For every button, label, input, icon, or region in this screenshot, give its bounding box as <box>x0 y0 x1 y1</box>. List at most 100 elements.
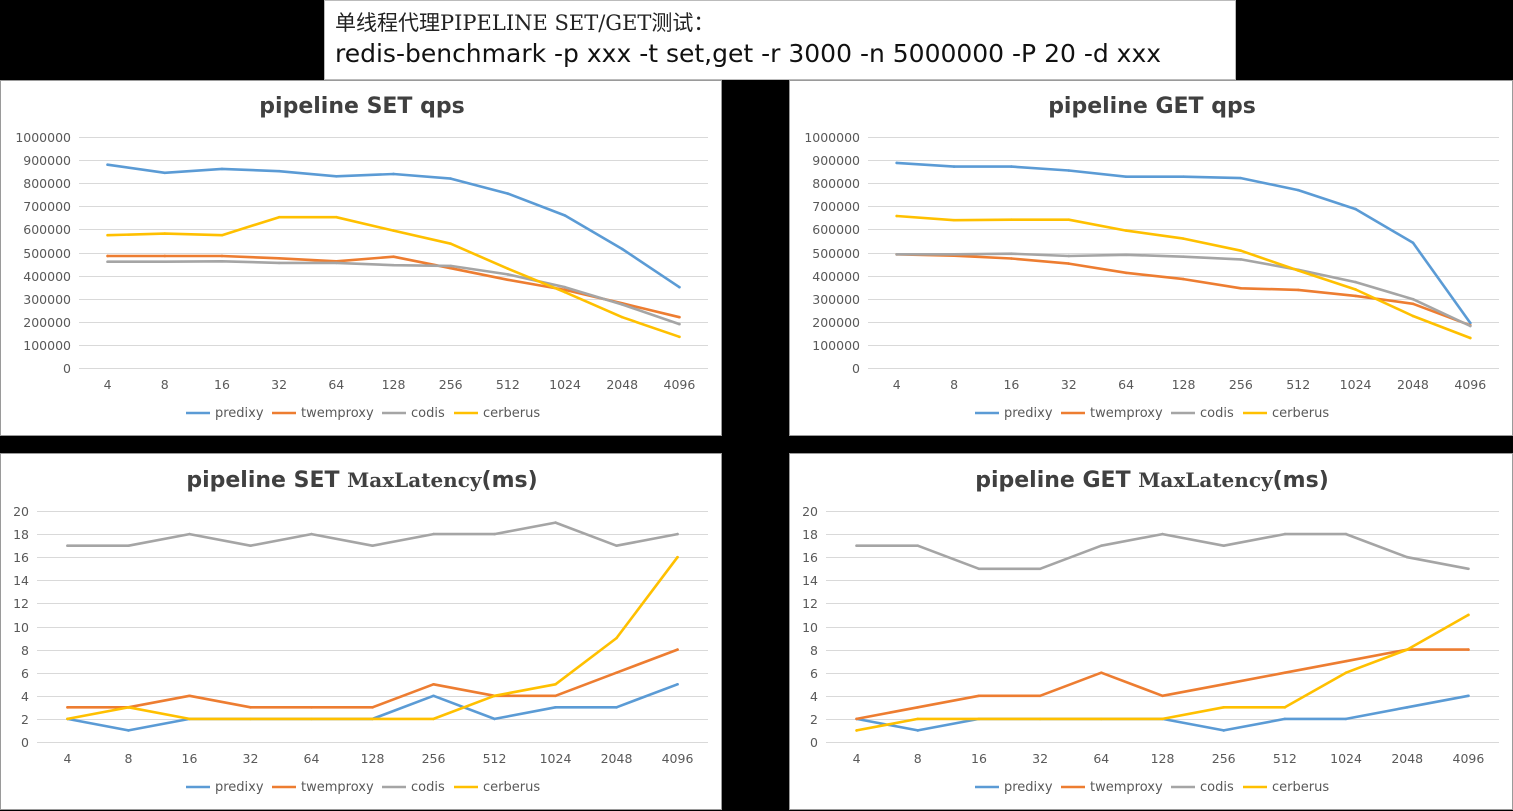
data-point <box>1010 257 1013 260</box>
x-tick-label: 32 <box>1061 377 1077 392</box>
y-tick-label: 200000 <box>23 315 71 330</box>
data-point <box>554 706 557 709</box>
y-tick-label: 12 <box>13 596 29 611</box>
series-codis <box>855 532 1470 571</box>
header-box: 单线程代理PIPELINE SET/GET测试： redis-benchmark… <box>324 0 1236 80</box>
data-point <box>1067 254 1071 258</box>
data-point <box>1467 694 1470 698</box>
data-point <box>895 253 898 256</box>
x-tick-label: 16 <box>214 377 230 392</box>
data-point <box>1222 682 1225 686</box>
data-point <box>449 242 452 246</box>
series-line-codis <box>895 252 1472 328</box>
data-point <box>249 544 252 547</box>
x-tick-label: 16 <box>182 751 198 766</box>
data-point <box>1124 271 1128 275</box>
data-point <box>432 694 435 698</box>
series-twemproxy <box>855 648 1470 721</box>
y-tick-label: 10 <box>802 620 818 635</box>
series-twemproxy <box>106 254 681 319</box>
series-codis <box>106 259 681 326</box>
series-twemproxy <box>66 648 679 709</box>
y-tick-label: 300000 <box>812 292 860 307</box>
data-point <box>1182 255 1185 258</box>
chart-svg: pipeline GET qps 0 100000 200000 300000 40000… <box>804 94 1499 421</box>
data-point <box>676 532 679 536</box>
data-point <box>1222 706 1225 709</box>
y-tick-label: 600000 <box>812 222 860 237</box>
legend-label-predixy: predixy <box>215 406 264 421</box>
x-tick-label: 1024 <box>1340 377 1372 392</box>
data-point <box>952 253 956 256</box>
legend-label-cerberus: cerberus <box>483 780 540 795</box>
data-point <box>855 544 858 547</box>
data-point <box>432 532 435 536</box>
data-point <box>506 192 510 195</box>
data-point <box>1010 218 1013 221</box>
chart-svg: pipeline SET qps 0 100000 200000 300000 40000… <box>15 94 708 421</box>
data-point <box>916 544 920 547</box>
data-point <box>620 247 624 251</box>
x-tick-label: 256 <box>1212 751 1236 766</box>
x-tick-label: 4096 <box>1453 751 1485 766</box>
data-point <box>1182 175 1185 179</box>
y-tick-label: 18 <box>13 527 29 542</box>
data-point <box>678 315 681 319</box>
data-point <box>620 315 624 319</box>
data-point <box>615 671 618 674</box>
y-tick-label: 600000 <box>23 222 71 237</box>
x-tick-label: 128 <box>382 377 406 392</box>
series-cerberus <box>895 214 1472 340</box>
legend-label-cerberus: cerberus <box>483 406 540 421</box>
y-tick-label: 18 <box>802 527 818 542</box>
data-point <box>916 706 920 709</box>
data-point <box>310 706 313 709</box>
y-tick-label: 4 <box>810 689 818 704</box>
y-tick-label: 8 <box>21 643 29 658</box>
y-tick-label: 4 <box>21 689 29 704</box>
data-point <box>106 260 109 264</box>
y-tick-label: 800000 <box>23 176 71 191</box>
data-point <box>1296 188 1300 192</box>
data-point <box>1239 249 1243 252</box>
data-point <box>678 322 681 326</box>
x-tick-label: 128 <box>361 751 385 766</box>
data-point <box>977 717 981 721</box>
series-codis <box>895 252 1472 328</box>
x-tick-label: 1024 <box>549 377 581 392</box>
data-point <box>678 285 681 289</box>
data-point <box>1405 648 1409 651</box>
x-tick-label: 256 <box>439 377 463 392</box>
data-point <box>1124 253 1128 257</box>
series-line-codis <box>106 260 681 326</box>
y-tick-label: 0 <box>852 361 860 376</box>
y-tick-label: 20 <box>13 504 29 519</box>
x-tick-label: 8 <box>125 751 133 766</box>
legend-label-twemproxy: twemproxy <box>1090 780 1163 795</box>
data-point <box>977 567 981 571</box>
legend-label-twemproxy: twemproxy <box>301 780 374 795</box>
x-tick-label: 4 <box>104 377 112 392</box>
data-point <box>335 261 338 265</box>
x-tick-label: 4096 <box>662 751 694 766</box>
data-point <box>1222 544 1225 547</box>
x-tick-label: 128 <box>1172 377 1196 392</box>
x-tick-label: 64 <box>1118 377 1134 392</box>
legend-label-predixy: predixy <box>215 780 264 795</box>
x-tick-label: 1024 <box>540 751 572 766</box>
data-point <box>163 232 167 235</box>
x-tick-label: 8 <box>950 377 958 392</box>
legend-label-codis: codis <box>411 406 445 421</box>
data-point <box>220 259 224 263</box>
y-tick-label: 14 <box>802 573 818 588</box>
legend: predixy twemproxy codis cerberus <box>975 780 1329 795</box>
y-tick-label: 800000 <box>812 176 860 191</box>
x-tick-label: 2048 <box>1391 751 1423 766</box>
data-point <box>506 273 510 276</box>
data-point <box>1161 717 1164 721</box>
data-point <box>1067 218 1071 221</box>
data-point <box>1344 717 1348 721</box>
data-point <box>392 255 395 258</box>
data-point <box>392 172 395 176</box>
data-point <box>493 532 496 536</box>
